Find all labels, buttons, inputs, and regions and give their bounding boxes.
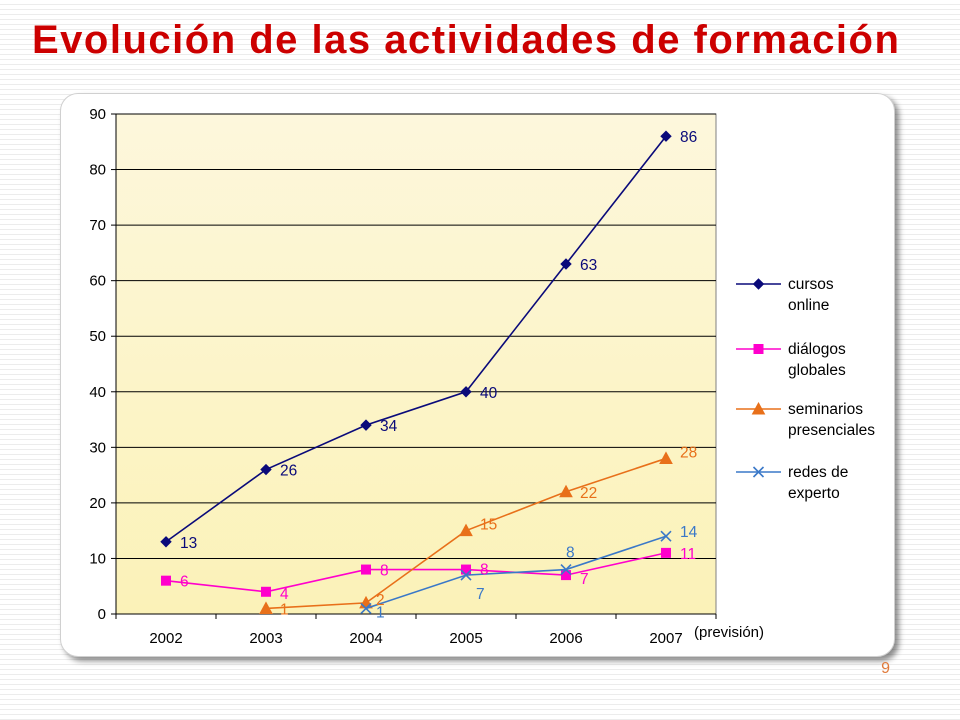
legend-swatch-marker [752,466,765,478]
data-point [161,575,171,586]
data-point [559,484,573,498]
data-point [661,547,671,558]
gridlines [116,113,716,559]
data-point [260,463,272,476]
y-tick-label: 70 [89,217,106,234]
data-point [459,523,473,537]
y-tick-label: 0 [98,606,106,623]
data-point [560,563,572,576]
y-tick-label: 20 [89,495,106,512]
y-tick-label: 60 [89,273,106,290]
x-tick-label: 2004 [349,630,382,647]
y-tick-label: 10 [89,550,106,567]
legend: cursos online diálogos globales seminarios pr… [736,276,875,502]
data-label: 7 [476,586,485,603]
data-label: 63 [580,257,597,274]
data-point [360,602,372,615]
data-point [560,258,572,270]
legend-entry: redes de experto [736,464,848,502]
data-point [460,569,472,581]
data-label: 15 [480,517,497,534]
data-label: 26 [280,463,297,480]
axes: 0 10 20 30 40 50 60 70 80 90 2002 2003 2004 2005 2006 2… [89,106,717,647]
legend-label: diálogos [788,341,846,358]
data-label: 40 [480,385,498,402]
data-label: 8 [480,562,489,579]
data-label: 8 [380,563,389,580]
legend-swatch-marker [752,278,765,290]
data-label: 8 [566,545,575,562]
series-redes-de-experto [360,530,672,615]
data-label: 2 [376,592,385,609]
forecast-note: (previsión) [694,624,764,641]
x-tick-label: 2007 [649,630,682,647]
legend-label: experto [788,485,840,502]
data-label: 7 [580,571,589,588]
y-tick-label: 80 [89,162,106,179]
data-point [160,536,172,548]
y-tick-label: 50 [89,328,106,345]
legend-label: redes de [788,464,848,481]
legend-entry: cursos online [736,276,834,314]
y-tick-label: 40 [89,384,106,401]
data-label: 1 [376,604,385,621]
data-label: 22 [580,485,597,502]
legend-swatch-marker [751,401,766,415]
legend-label: globales [788,362,846,379]
y-tick-label: 30 [89,439,106,456]
legend-label: cursos [788,276,834,293]
data-point [361,564,371,575]
legend-label: online [788,297,829,314]
data-label: 28 [680,444,697,461]
slide-title: Evolución de las actividades de formació… [32,18,901,62]
x-tick-label: 2002 [149,630,182,647]
series-group [160,130,673,615]
series-cursos-online [160,130,672,548]
plot-area [115,113,717,615]
data-point [360,419,372,431]
chart-frame: 0 10 20 30 40 50 60 70 80 90 2002 2003 2004 2005 2006 2… [60,93,895,657]
legend-label: seminarios [788,401,863,418]
x-tick-label: 2005 [449,630,482,647]
data-point [659,451,673,464]
data-label: 34 [380,418,398,435]
x-tick-label: 2006 [549,630,582,647]
x-tick-label: 2003 [249,630,282,647]
data-point [261,586,271,597]
data-label: 13 [180,535,197,552]
y-tick-label: 90 [89,106,106,123]
data-label: 86 [680,129,697,146]
data-label: 6 [180,574,189,591]
series-seminarios-presenciales [259,451,673,614]
data-label: 14 [680,524,698,541]
data-point [460,386,472,398]
data-label: 4 [280,586,289,603]
legend-entry: seminarios presenciales [736,401,875,439]
page-number: 9 [881,660,890,677]
data-label: 1 [280,601,289,618]
data-point [660,530,672,542]
legend-entry: diálogos globales [736,341,846,379]
legend-label: presenciales [788,422,875,439]
series-line [165,135,667,543]
series-line [365,535,667,610]
line-chart: 0 10 20 30 40 50 60 70 80 90 2002 2003 2004 2005 2006 2… [89,106,875,647]
data-point [660,130,672,142]
legend-swatch-marker [753,344,764,354]
data-point [259,601,273,614]
series-line [165,552,667,593]
data-label: 11 [680,546,696,563]
